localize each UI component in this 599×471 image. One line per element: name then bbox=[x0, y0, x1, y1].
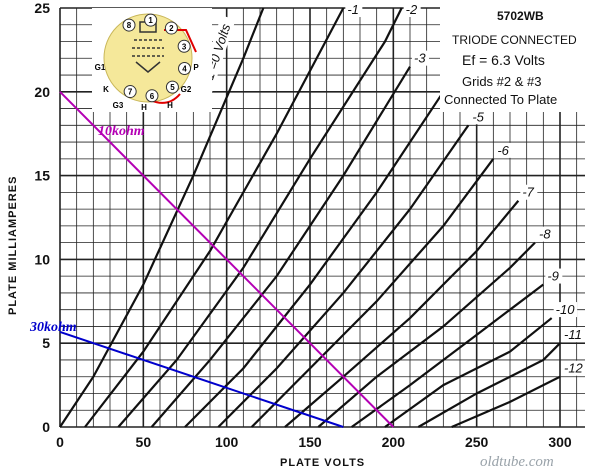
y-tick-label: 15 bbox=[34, 168, 50, 184]
curve-label: -9 bbox=[547, 269, 559, 284]
curve-label-background bbox=[562, 327, 586, 343]
x-tick-label: 150 bbox=[298, 434, 322, 450]
curve-label-background bbox=[562, 360, 586, 376]
plate-curve bbox=[451, 375, 561, 429]
load-lines bbox=[59, 91, 395, 428]
curve-label: -12 bbox=[564, 361, 584, 376]
curve-label-background bbox=[553, 302, 578, 318]
tube-pin bbox=[122, 18, 136, 32]
curve-label-background bbox=[470, 109, 488, 125]
tube-electrode-label: G2 bbox=[181, 85, 192, 94]
tube-pin bbox=[178, 61, 192, 75]
load-line-label-30k: 30kohm bbox=[29, 320, 77, 335]
tube-electrode-label: P bbox=[193, 63, 199, 72]
load-line-label-10k: 10kohm bbox=[98, 124, 145, 139]
y-tick-label: 10 bbox=[34, 251, 50, 267]
curve-label: -6 bbox=[497, 143, 509, 158]
curve-label-background bbox=[412, 50, 429, 66]
tube-electrode-label: H bbox=[167, 101, 173, 110]
plate-curve bbox=[84, 7, 345, 428]
plate-curve bbox=[250, 158, 495, 428]
tube-pin-number: 5 bbox=[170, 83, 175, 92]
tube-pin bbox=[164, 21, 178, 35]
tube-pin bbox=[144, 13, 158, 27]
tube-pin bbox=[165, 80, 179, 94]
y-axis-label: PLATE MILLIAMPERES bbox=[7, 176, 19, 315]
y-tick-label: 5 bbox=[42, 335, 50, 351]
tube-type-label: 5702WB bbox=[497, 9, 544, 23]
filament-label: Ef = 6.3 Volts bbox=[462, 52, 545, 68]
plate-curve bbox=[317, 241, 536, 428]
tube-electrode-label: G1 bbox=[95, 63, 106, 72]
x-tick-label: 300 bbox=[548, 434, 572, 450]
x-tick-label: 50 bbox=[136, 434, 152, 450]
tube-pin bbox=[145, 89, 159, 103]
tube-pin-number: 4 bbox=[182, 64, 187, 73]
tube-electrode-label: K bbox=[103, 85, 109, 94]
x-tick-label: 0 bbox=[56, 434, 64, 450]
plate-curve bbox=[117, 7, 403, 428]
plate-curve bbox=[284, 200, 520, 428]
x-tick-label: 200 bbox=[382, 434, 406, 450]
tube-electrode-label: H bbox=[141, 103, 147, 112]
tube-pin-number: 3 bbox=[182, 42, 187, 51]
y-tick-label: 20 bbox=[34, 84, 50, 100]
tube-pin-number: 8 bbox=[127, 21, 132, 30]
y-tick-label: 0 bbox=[42, 419, 50, 435]
curve-label-background bbox=[537, 226, 554, 242]
curve-label-background bbox=[520, 184, 538, 200]
load-line bbox=[59, 91, 395, 428]
plate-curve bbox=[150, 66, 411, 428]
x-tick-label: 250 bbox=[465, 434, 489, 450]
curve-label: -3 bbox=[414, 51, 426, 66]
plate-curve bbox=[417, 342, 561, 428]
tube-pin-number: 7 bbox=[128, 88, 133, 97]
x-axis-label: PLATE VOLTS bbox=[280, 457, 365, 469]
tube-pin-number: 2 bbox=[169, 24, 174, 33]
curve-label-background bbox=[495, 142, 513, 158]
grids-label-2: Connected To Plate bbox=[444, 92, 557, 107]
load-line bbox=[59, 331, 344, 428]
curve-label: -11 bbox=[564, 327, 582, 342]
y-tick-label: 25 bbox=[34, 0, 50, 16]
curve-label: -8 bbox=[539, 227, 551, 242]
header-box bbox=[440, 0, 599, 112]
watermark: oldtube.com bbox=[480, 454, 554, 470]
curve-label-background bbox=[545, 268, 563, 284]
curve-label: -5 bbox=[472, 109, 484, 124]
tube-electrode-label: G3 bbox=[113, 101, 124, 110]
curve-label-background bbox=[403, 2, 421, 17]
curve-label: -10 bbox=[556, 302, 576, 317]
tube-pin-number: 1 bbox=[148, 16, 153, 25]
curve-label-background bbox=[345, 2, 363, 17]
grids-label-1: Grids #2 & #3 bbox=[462, 74, 542, 89]
tube-pin bbox=[123, 85, 137, 99]
plate-curve bbox=[384, 317, 553, 428]
plate-curve bbox=[351, 283, 544, 428]
curve-label: -2 bbox=[406, 2, 418, 17]
triode-mode-label: TRIODE CONNECTED bbox=[452, 33, 577, 47]
curve-label: -7 bbox=[522, 185, 534, 200]
curve-label: -1 bbox=[347, 2, 359, 17]
tube-pin bbox=[177, 39, 191, 53]
tube-pin-number: 6 bbox=[150, 92, 155, 101]
x-tick-label: 100 bbox=[215, 434, 239, 450]
plate-curve bbox=[59, 7, 265, 428]
plate-curve bbox=[217, 124, 470, 428]
